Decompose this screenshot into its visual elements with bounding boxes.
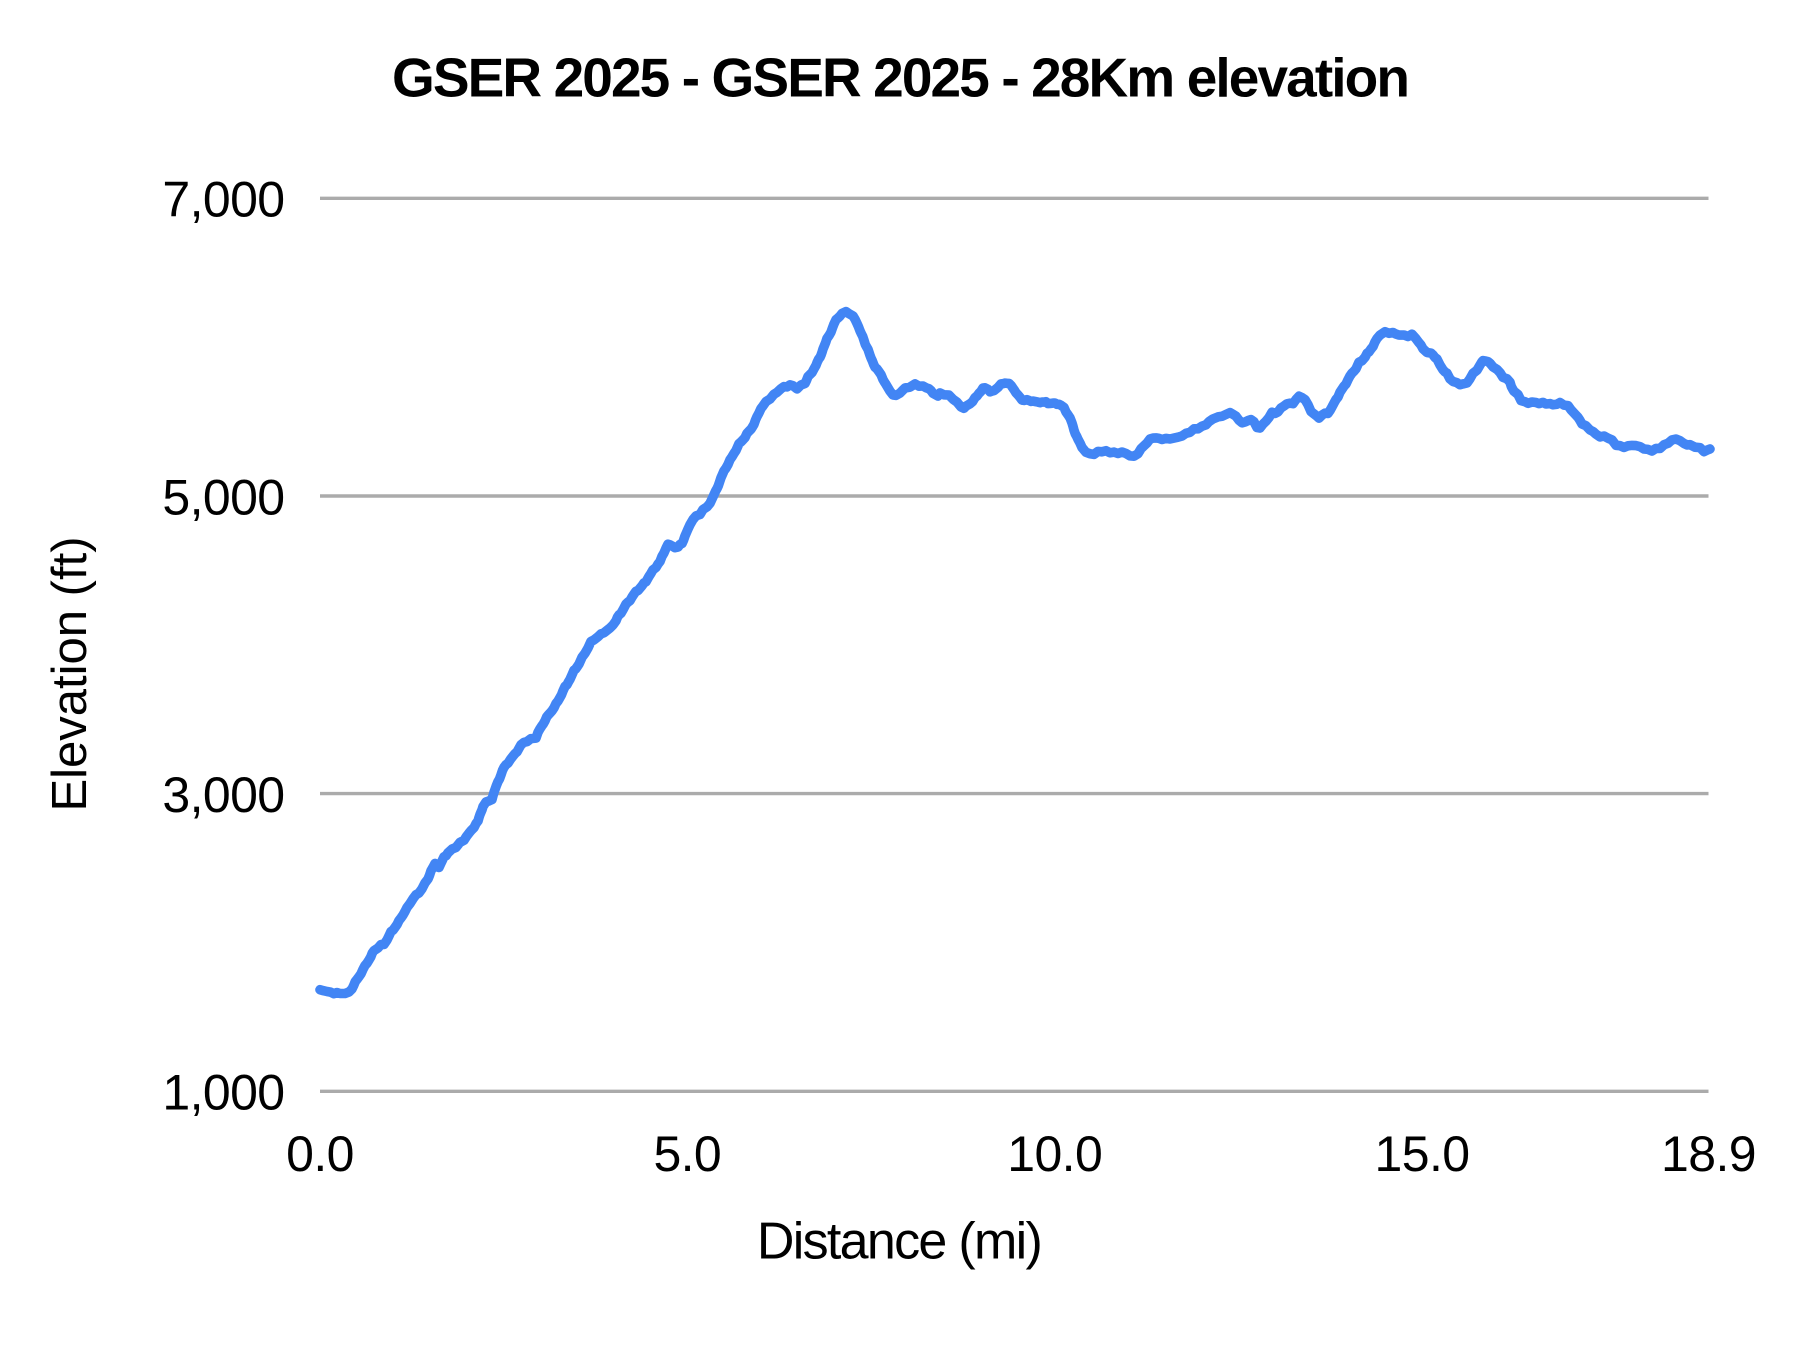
svg-text:0.0: 0.0 xyxy=(286,1126,354,1182)
svg-text:Elevation (ft): Elevation (ft) xyxy=(43,536,97,811)
svg-text:18.9: 18.9 xyxy=(1661,1126,1756,1182)
svg-text:GSER 2025 - GSER 2025 - 28Km e: GSER 2025 - GSER 2025 - 28Km elevation xyxy=(392,47,1408,109)
svg-text:Distance (mi): Distance (mi) xyxy=(757,1213,1041,1271)
svg-text:15.0: 15.0 xyxy=(1375,1126,1470,1182)
svg-text:5.0: 5.0 xyxy=(653,1126,721,1182)
svg-text:10.0: 10.0 xyxy=(1007,1126,1102,1182)
svg-text:1,000: 1,000 xyxy=(162,1065,284,1121)
svg-text:5,000: 5,000 xyxy=(162,469,284,525)
svg-text:3,000: 3,000 xyxy=(162,767,284,823)
svg-text:7,000: 7,000 xyxy=(162,172,284,228)
